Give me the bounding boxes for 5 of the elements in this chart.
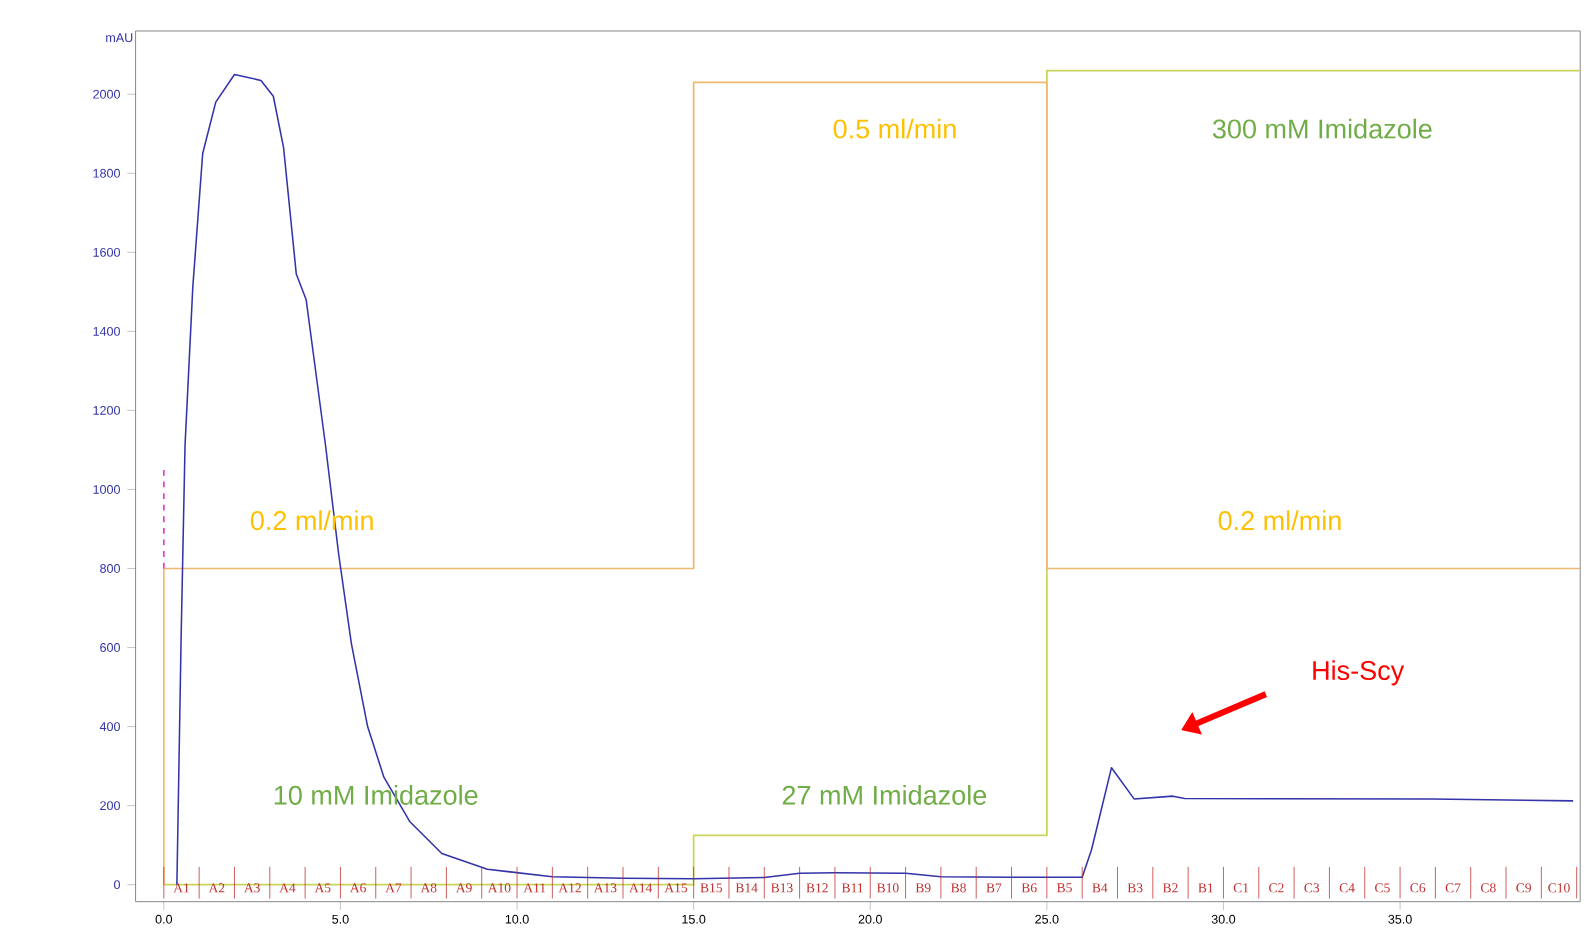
annotation: 0.5 ml/min — [833, 118, 956, 139]
annotation: 300 mM Imidazole — [1212, 118, 1432, 139]
annotation: 27 mM Imidazole — [782, 784, 987, 805]
annotation: 0.2 ml/min — [1218, 510, 1341, 530]
annotation: His-Scy — [1313, 659, 1405, 686]
